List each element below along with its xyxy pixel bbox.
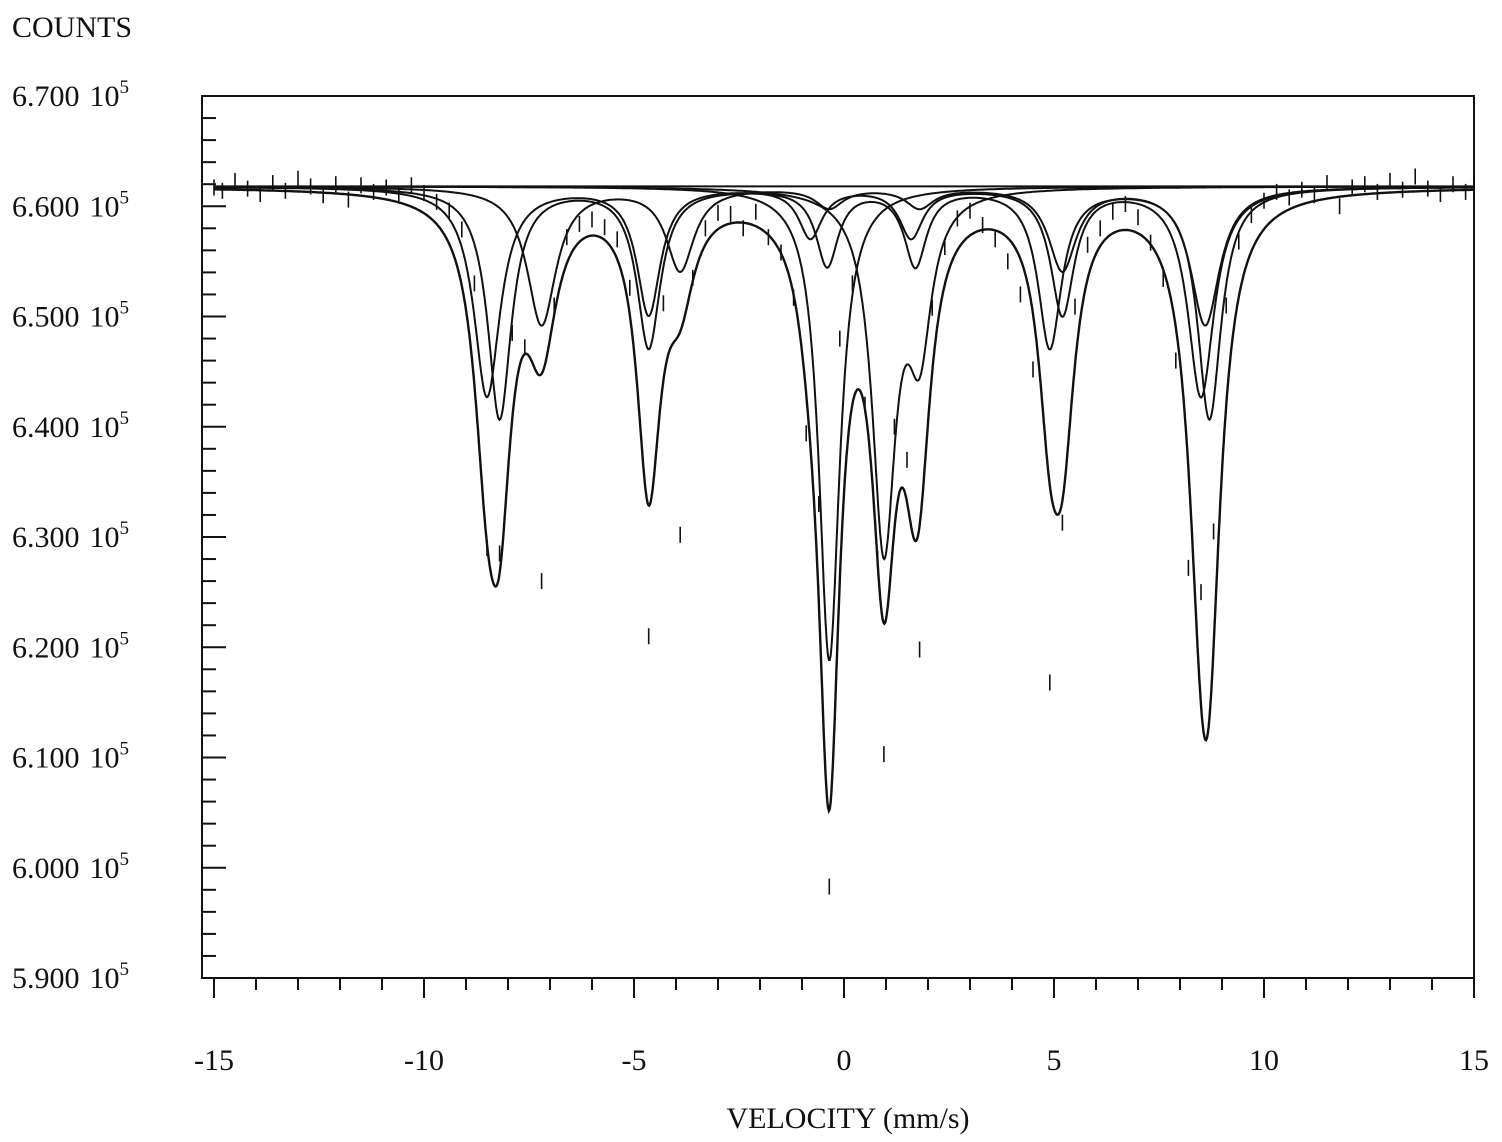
component-curve: [214, 186, 1474, 399]
y-tick-label: 5.900 105: [12, 959, 129, 995]
y-tick-label: 6.500 105: [12, 298, 129, 334]
y-tick-exponent: 5: [120, 298, 130, 319]
y-tick-mantissa: 6.700: [12, 80, 80, 113]
y-axis-title: COUNTS: [12, 11, 132, 44]
y-tick-mantissa: 6.200: [12, 631, 80, 664]
y-tick-base: 10: [90, 962, 120, 995]
x-tick-label: 10: [1249, 1044, 1279, 1077]
x-axis: -15 -10 -5 0 5 10 15: [194, 978, 1489, 1077]
y-tick-label: 6.100 105: [12, 739, 129, 775]
y-tick-label: 6.000 105: [12, 849, 129, 885]
y-tick-mantissa: 6.000: [12, 852, 80, 885]
y-tick-label: 6.700 105: [12, 77, 129, 113]
y-tick-mantissa: 6.300: [12, 521, 80, 554]
component-curve: [214, 185, 1474, 661]
total-fit-curve: [214, 188, 1474, 815]
x-tick-label: -10: [404, 1044, 444, 1077]
component-curve: [214, 186, 1474, 327]
x-tick-label: 0: [837, 1044, 852, 1077]
y-tick-exponent: 5: [120, 849, 130, 870]
y-tick-exponent: 5: [120, 77, 130, 98]
y-tick-label: 6.300 105: [12, 518, 129, 554]
y-tick-mantissa: 6.600: [12, 190, 80, 223]
y-tick-mantissa: 6.500: [12, 301, 80, 334]
y-tick-base: 10: [90, 190, 120, 223]
y-tick-exponent: 5: [120, 739, 130, 760]
y-tick-base: 10: [90, 80, 120, 113]
y-tick-exponent: 5: [120, 518, 130, 539]
y-tick-label: 6.200 105: [12, 628, 129, 664]
y-tick-label: 6.600 105: [12, 187, 129, 223]
y-tick-mantissa: 5.900: [12, 962, 80, 995]
y-tick-base: 10: [90, 631, 120, 664]
x-tick-label: -5: [622, 1044, 647, 1077]
y-tick-exponent: 5: [120, 959, 130, 980]
fit-curves: [214, 185, 1474, 815]
plot-frame: [201, 95, 1475, 979]
y-tick-exponent: 5: [120, 408, 130, 429]
y-tick-base: 10: [90, 301, 120, 334]
y-tick-label: 6.400 105: [12, 408, 129, 444]
x-tick-label: 5: [1047, 1044, 1062, 1077]
y-tick-mantissa: 6.100: [12, 742, 80, 775]
y-tick-base: 10: [90, 411, 120, 444]
y-tick-exponent: 5: [120, 187, 130, 208]
y-tick-mantissa: 6.400: [12, 411, 80, 444]
x-tick-label: 15: [1459, 1044, 1489, 1077]
y-tick-base: 10: [90, 521, 120, 554]
y-tick-exponent: 5: [120, 628, 130, 649]
data-points: [213, 168, 1475, 895]
x-tick-label: -15: [194, 1044, 234, 1077]
x-axis-title: VELOCITY (mm/s): [726, 1102, 969, 1135]
y-tick-base: 10: [90, 852, 120, 885]
y-tick-base: 10: [90, 742, 120, 775]
